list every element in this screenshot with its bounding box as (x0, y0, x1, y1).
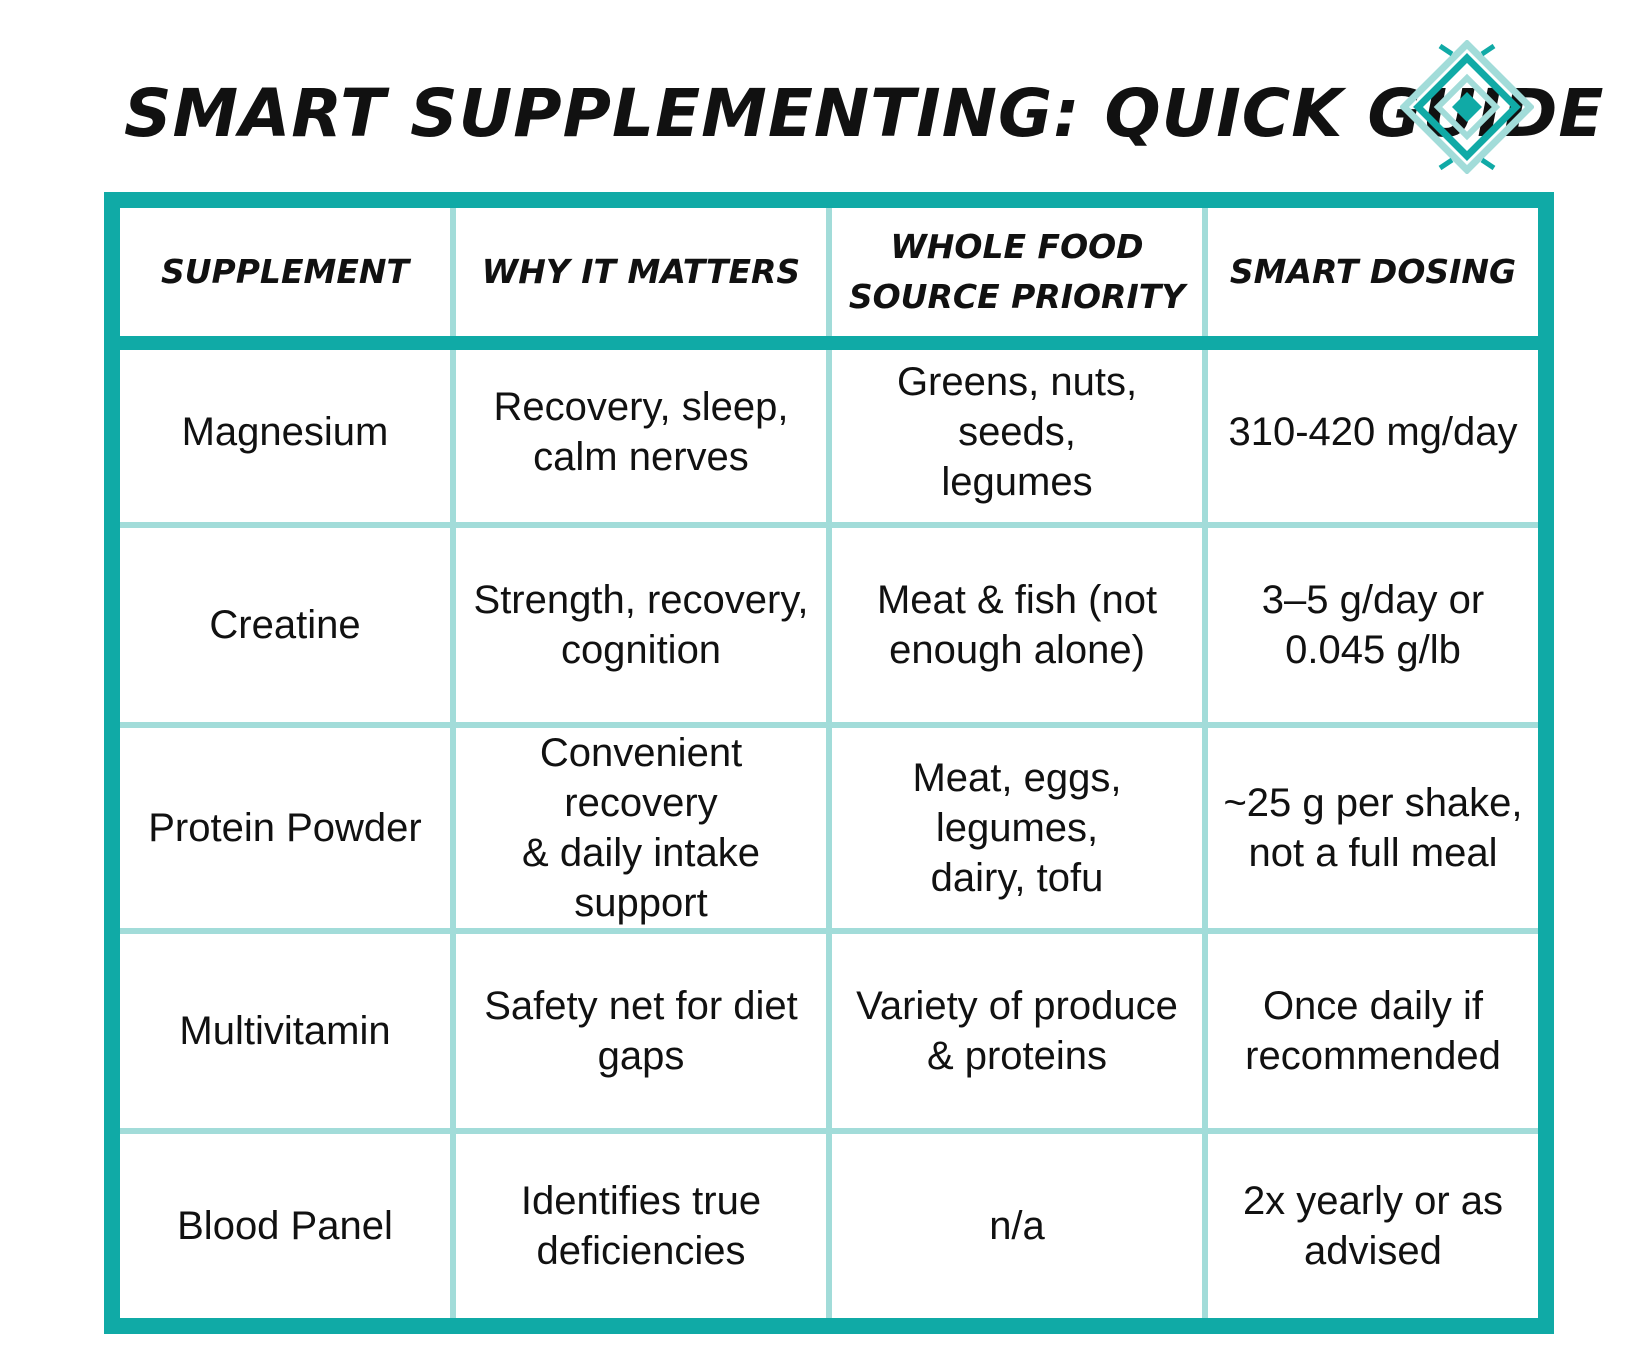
row-creatine-supplement: Creatine (120, 528, 450, 722)
header-why-it-matters: WHY IT MATTERS (456, 208, 826, 336)
row-blood-panel-supplement: Blood Panel (120, 1134, 450, 1318)
row-magnesium-dosing: 310-420 mg/day (1208, 342, 1538, 522)
row-protein-dosing: ~25 g per shake, not a full meal (1208, 728, 1538, 928)
supplement-grid: SUPPLEMENT WHY IT MATTERS WHOLE FOOD SOU… (120, 208, 1538, 1318)
row-multivitamin-why: Safety net for diet gaps (456, 934, 826, 1128)
header-divider-bar (104, 336, 1554, 350)
page-title: SMART SUPPLEMENTING: QUICK GUIDE (124, 75, 1605, 152)
row-creatine-why: Strength, recovery, cognition (456, 528, 826, 722)
row-magnesium-why: Recovery, sleep, calm nerves (456, 342, 826, 522)
teal-diamond-logo-icon (1400, 40, 1534, 174)
row-protein-supplement: Protein Powder (120, 728, 450, 928)
header-smart-dosing: SMART DOSING (1208, 208, 1538, 336)
row-magnesium-source: Greens, nuts, seeds, legumes (832, 342, 1202, 522)
row-protein-why: Convenient recovery & daily intake suppo… (456, 728, 826, 928)
header-whole-food-source: WHOLE FOOD SOURCE PRIORITY (832, 208, 1202, 336)
supplement-table: SUPPLEMENT WHY IT MATTERS WHOLE FOOD SOU… (104, 192, 1554, 1334)
header-supplement: SUPPLEMENT (120, 208, 450, 336)
row-multivitamin-source: Variety of produce & proteins (832, 934, 1202, 1128)
row-blood-panel-why: Identifies true deficiencies (456, 1134, 826, 1318)
row-blood-panel-source: n/a (832, 1134, 1202, 1318)
row-magnesium-supplement: Magnesium (120, 342, 450, 522)
row-protein-source: Meat, eggs, legumes, dairy, tofu (832, 728, 1202, 928)
row-creatine-source: Meat & fish (not enough alone) (832, 528, 1202, 722)
row-creatine-dosing: 3–5 g/day or 0.045 g/lb (1208, 528, 1538, 722)
row-multivitamin-dosing: Once daily if recommended (1208, 934, 1538, 1128)
row-multivitamin-supplement: Multivitamin (120, 934, 450, 1128)
row-blood-panel-dosing: 2x yearly or as advised (1208, 1134, 1538, 1318)
